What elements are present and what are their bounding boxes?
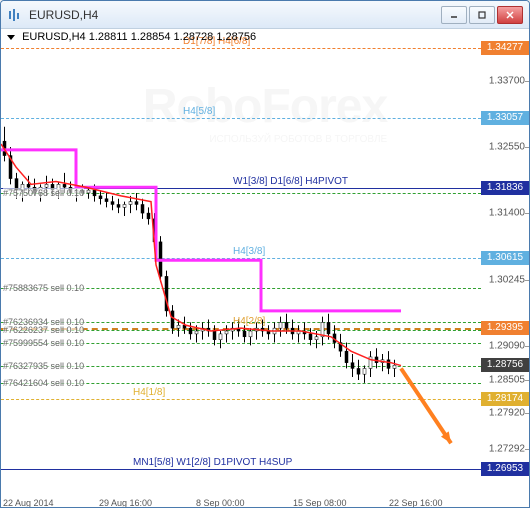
level-label: H4[5/8] xyxy=(181,106,217,117)
chart-area[interactable]: EURUSD,H4 1.28811 1.28854 1.28728 1.2875… xyxy=(1,29,529,508)
chart-window: EURUSD,H4 EURUSD,H4 1.28811 1.28854 1.28… xyxy=(0,0,530,508)
y-axis: 1.27292 1.27920 1.28505 1.29090 1.30245 1.314… xyxy=(479,29,529,508)
level-label: H4[1/8] xyxy=(131,387,167,398)
minimize-button[interactable] xyxy=(441,6,467,24)
level-label: MN1[5/8] W1[2/8] D1PIVOT H4SUP xyxy=(131,457,294,468)
trade-label: #75999554 sell 0.10 xyxy=(3,338,84,348)
y-tick: 1.27292 xyxy=(489,444,525,455)
price-box: 1.34277 xyxy=(481,41,529,55)
y-tick: 1.31400 xyxy=(489,208,525,219)
price-box: 1.29395 xyxy=(481,321,529,335)
ohlc-label: 1.28811 1.28854 1.28728 1.28756 xyxy=(89,31,256,43)
price-box: 1.30615 xyxy=(481,251,529,265)
x-tick: 8 Sep 00:00 xyxy=(196,498,245,508)
dropdown-icon[interactable] xyxy=(7,35,15,40)
x-tick: 15 Sep 08:00 xyxy=(293,498,347,508)
y-tick: 1.32550 xyxy=(489,141,525,152)
x-tick: 22 Sep 16:00 xyxy=(389,498,443,508)
maximize-button[interactable] xyxy=(469,6,495,24)
price-box: 1.33057 xyxy=(481,111,529,125)
y-tick: 1.30245 xyxy=(489,274,525,285)
level-label: W1[3/8] D1[6/8] H4PIVOT xyxy=(231,176,350,187)
x-axis: 22 Aug 2014 29 Aug 16:00 8 Sep 00:00 15 Sep… xyxy=(1,495,481,508)
y-tick: 1.28505 xyxy=(489,374,525,385)
close-button[interactable] xyxy=(497,6,523,24)
price-box: 1.26953 xyxy=(481,462,529,476)
price-box: 1.31836 xyxy=(481,181,529,195)
x-tick: 29 Aug 16:00 xyxy=(99,498,152,508)
trade-label: #76226237 sell 0.10 xyxy=(3,325,84,335)
y-tick: 1.29090 xyxy=(489,340,525,351)
level-label: H4[3/8] xyxy=(231,246,267,257)
chart-canvas xyxy=(1,29,481,495)
symbol-label: EURUSD,H4 xyxy=(22,31,86,43)
chart-header: EURUSD,H4 1.28811 1.28854 1.28728 1.2875… xyxy=(7,31,256,43)
x-tick: 22 Aug 2014 xyxy=(3,498,54,508)
titlebar: EURUSD,H4 xyxy=(1,1,529,29)
price-box: 1.28756 xyxy=(481,358,529,372)
price-box: 1.28174 xyxy=(481,392,529,406)
app-icon xyxy=(7,7,23,23)
window-title: EURUSD,H4 xyxy=(29,8,98,22)
trade-label: #76327935 sell 0.10 xyxy=(3,361,84,371)
y-tick: 1.33700 xyxy=(489,75,525,86)
trade-label: #76421604 sell 0.10 xyxy=(3,378,84,388)
level-label: H4[2/8] xyxy=(231,316,267,327)
y-tick: 1.27920 xyxy=(489,408,525,419)
trade-label: #75750768 sell 0.10 xyxy=(3,188,84,198)
trade-label: #75883675 sell 0.10 xyxy=(3,283,84,293)
